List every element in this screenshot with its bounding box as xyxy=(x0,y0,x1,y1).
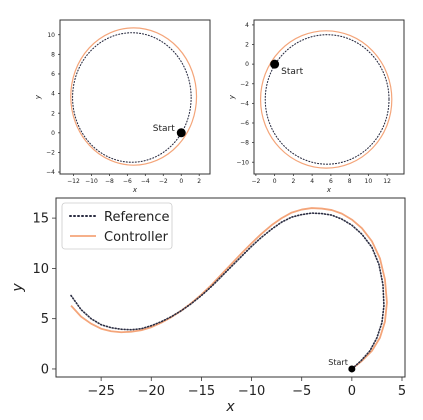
y-tick-label: −2 xyxy=(240,81,249,88)
x-tick-label: −20 xyxy=(138,384,165,399)
y-tick-label: −8 xyxy=(240,140,249,147)
plot-frame xyxy=(59,19,211,175)
y-tick-label: 0 xyxy=(41,363,49,378)
x-tick-label: −2 xyxy=(159,178,168,185)
y-axis-label: y xyxy=(228,94,236,100)
controller-series xyxy=(70,207,388,370)
x-tick-label: −8 xyxy=(105,178,114,185)
chart-top-right: −2 0 2 4 6 8 10 12 −10 −8 −6 −4 −2 0 2 4 x y Start xyxy=(228,19,405,194)
y-tick-label: 0 xyxy=(51,130,55,137)
y-tick-label: −4 xyxy=(46,169,55,176)
legend: Reference Controller xyxy=(61,202,173,250)
y-tick-label: 10 xyxy=(32,262,49,277)
plot-area xyxy=(259,30,393,169)
y-tick-label: 0 xyxy=(245,61,249,68)
plot-area xyxy=(70,27,198,166)
y-axis-label: y xyxy=(34,94,42,100)
y-tick-label: 15 xyxy=(32,212,49,227)
y-tick-label: 5 xyxy=(41,312,49,327)
x-tick-label: 2 xyxy=(291,178,295,185)
x-tick-label: −5 xyxy=(292,384,311,399)
x-tick-label: 10 xyxy=(365,178,373,185)
x-tick-label: −15 xyxy=(188,384,215,399)
y-tick-label: −2 xyxy=(46,150,55,157)
x-tick-label: 4 xyxy=(310,178,314,185)
y-tick-label: 2 xyxy=(245,42,249,49)
reference-series xyxy=(264,34,390,165)
chart-bottom: −25 −20 −15 −10 −5 0 5 0 5 10 15 x y Start Reference Co… xyxy=(10,197,406,415)
controller-series xyxy=(70,27,198,166)
chart-top-left: −12 −10 −8 −6 −4 −2 0 2 −4 −2 0 2 4 6 8 10 x y Start xyxy=(34,19,211,194)
x-tick-label: −25 xyxy=(87,384,114,399)
x-axis-label: x xyxy=(326,186,332,194)
x-tick-label: 0 xyxy=(348,384,356,399)
y-tick-label: 8 xyxy=(51,51,55,58)
legend-label: Controller xyxy=(104,230,169,245)
start-marker xyxy=(348,365,356,373)
controller-series xyxy=(259,30,393,169)
y-tick-label: 6 xyxy=(51,71,55,78)
x-tick-label: 5 xyxy=(398,384,406,399)
x-tick-label: 0 xyxy=(273,178,277,185)
y-tick-label: −4 xyxy=(240,100,249,107)
y-tick-label: −10 xyxy=(236,159,249,166)
plot-area xyxy=(70,207,388,370)
y-tick-label: −6 xyxy=(240,120,249,127)
reference-series xyxy=(70,212,385,370)
x-tick-label: −10 xyxy=(85,178,98,185)
start-marker xyxy=(270,59,280,69)
y-tick-label: 4 xyxy=(245,22,249,29)
y-tick-label: 4 xyxy=(51,91,55,98)
start-label: Start xyxy=(281,67,303,77)
x-tick-label: −12 xyxy=(67,178,80,185)
legend-label: Reference xyxy=(104,210,169,225)
x-tick-label: 12 xyxy=(383,178,391,185)
start-marker xyxy=(176,128,186,138)
legend-box xyxy=(61,202,173,250)
x-tick-label: −2 xyxy=(251,178,260,185)
x-tick-label: 2 xyxy=(197,178,201,185)
plot-frame xyxy=(55,197,406,378)
y-tick-label: 10 xyxy=(47,32,55,39)
x-tick-label: 6 xyxy=(329,178,333,185)
x-axis-label: x xyxy=(132,186,138,194)
reference-series xyxy=(72,32,192,163)
x-tick-label: −6 xyxy=(123,178,132,185)
x-tick-label: −10 xyxy=(238,384,265,399)
start-label: Start xyxy=(328,358,348,367)
x-tick-label: −4 xyxy=(141,178,150,185)
y-tick-label: 2 xyxy=(51,110,55,117)
x-axis-label: x xyxy=(225,399,235,415)
start-label: Start xyxy=(153,124,175,134)
plot-frame xyxy=(253,19,405,175)
x-tick-label: 8 xyxy=(348,178,352,185)
y-axis-label: y xyxy=(10,283,26,293)
x-tick-label: 0 xyxy=(179,178,183,185)
